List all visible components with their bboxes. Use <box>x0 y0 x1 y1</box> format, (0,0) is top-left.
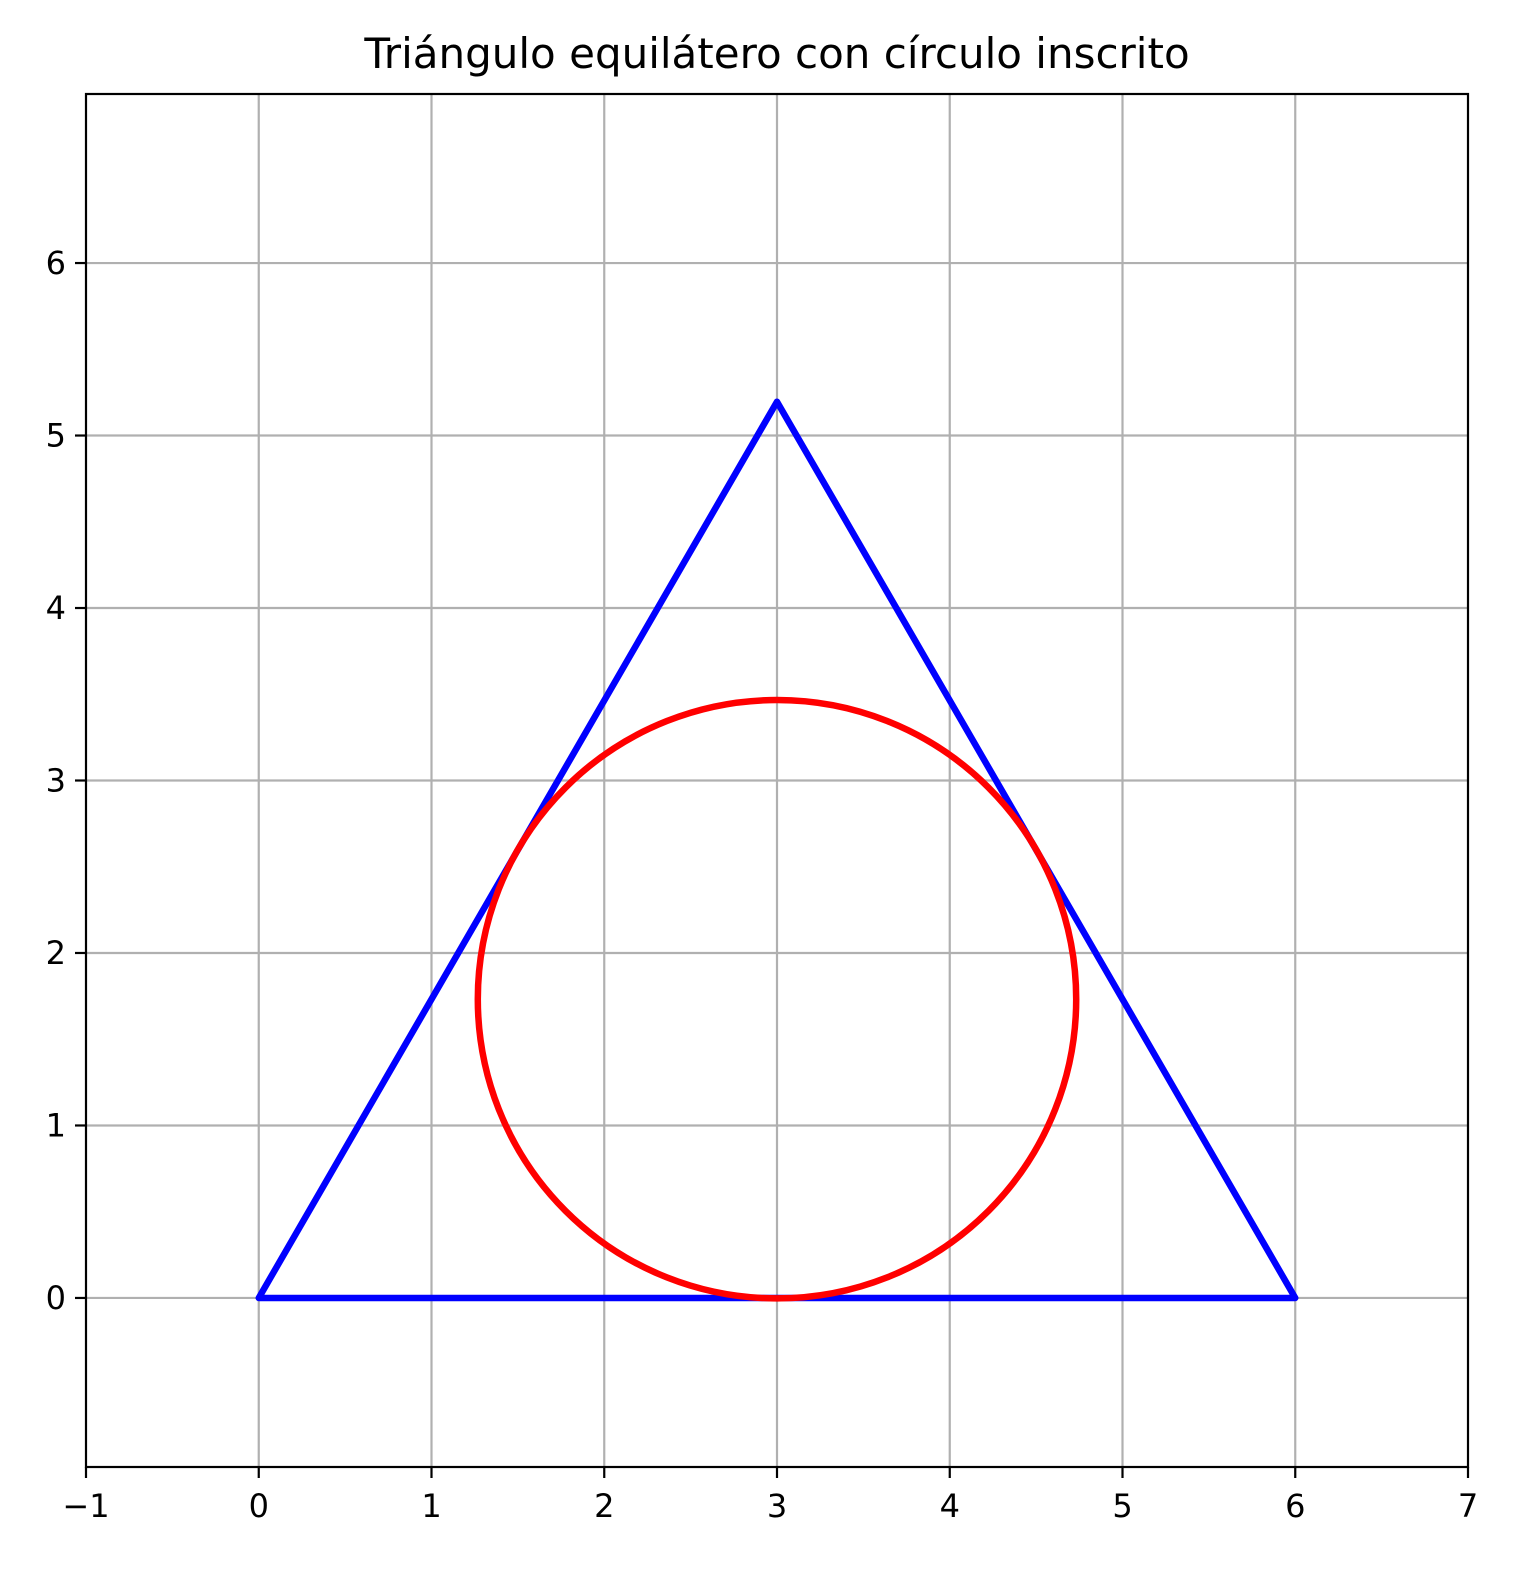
y-tick-label: 1 <box>46 1106 66 1144</box>
x-tick-label: 4 <box>940 1487 960 1525</box>
plot-area: −1 0 1 2 3 4 5 6 7 0 1 2 3 4 5 6 <box>46 92 1478 1525</box>
chart-title: Triángulo equilátero con círculo inscrit… <box>363 29 1189 78</box>
x-tick-label: 3 <box>767 1487 787 1525</box>
x-tick-label: 7 <box>1458 1487 1478 1525</box>
y-tick-label: 0 <box>46 1279 66 1317</box>
inscribed-circle <box>474 696 1080 1302</box>
x-tick-label: 0 <box>249 1487 269 1525</box>
x-tick-label: 2 <box>594 1487 614 1525</box>
y-tick-label: 2 <box>46 934 66 972</box>
y-tick-label: 5 <box>46 417 66 455</box>
x-tick-label: −1 <box>62 1487 109 1525</box>
y-tick-label: 3 <box>46 762 66 800</box>
x-tick-label: 5 <box>1112 1487 1132 1525</box>
x-tick-label: 6 <box>1285 1487 1305 1525</box>
x-tick-label: 1 <box>421 1487 441 1525</box>
series-group <box>255 398 1299 1302</box>
y-tick-label: 6 <box>46 244 66 282</box>
y-tick-label: 4 <box>46 589 66 627</box>
